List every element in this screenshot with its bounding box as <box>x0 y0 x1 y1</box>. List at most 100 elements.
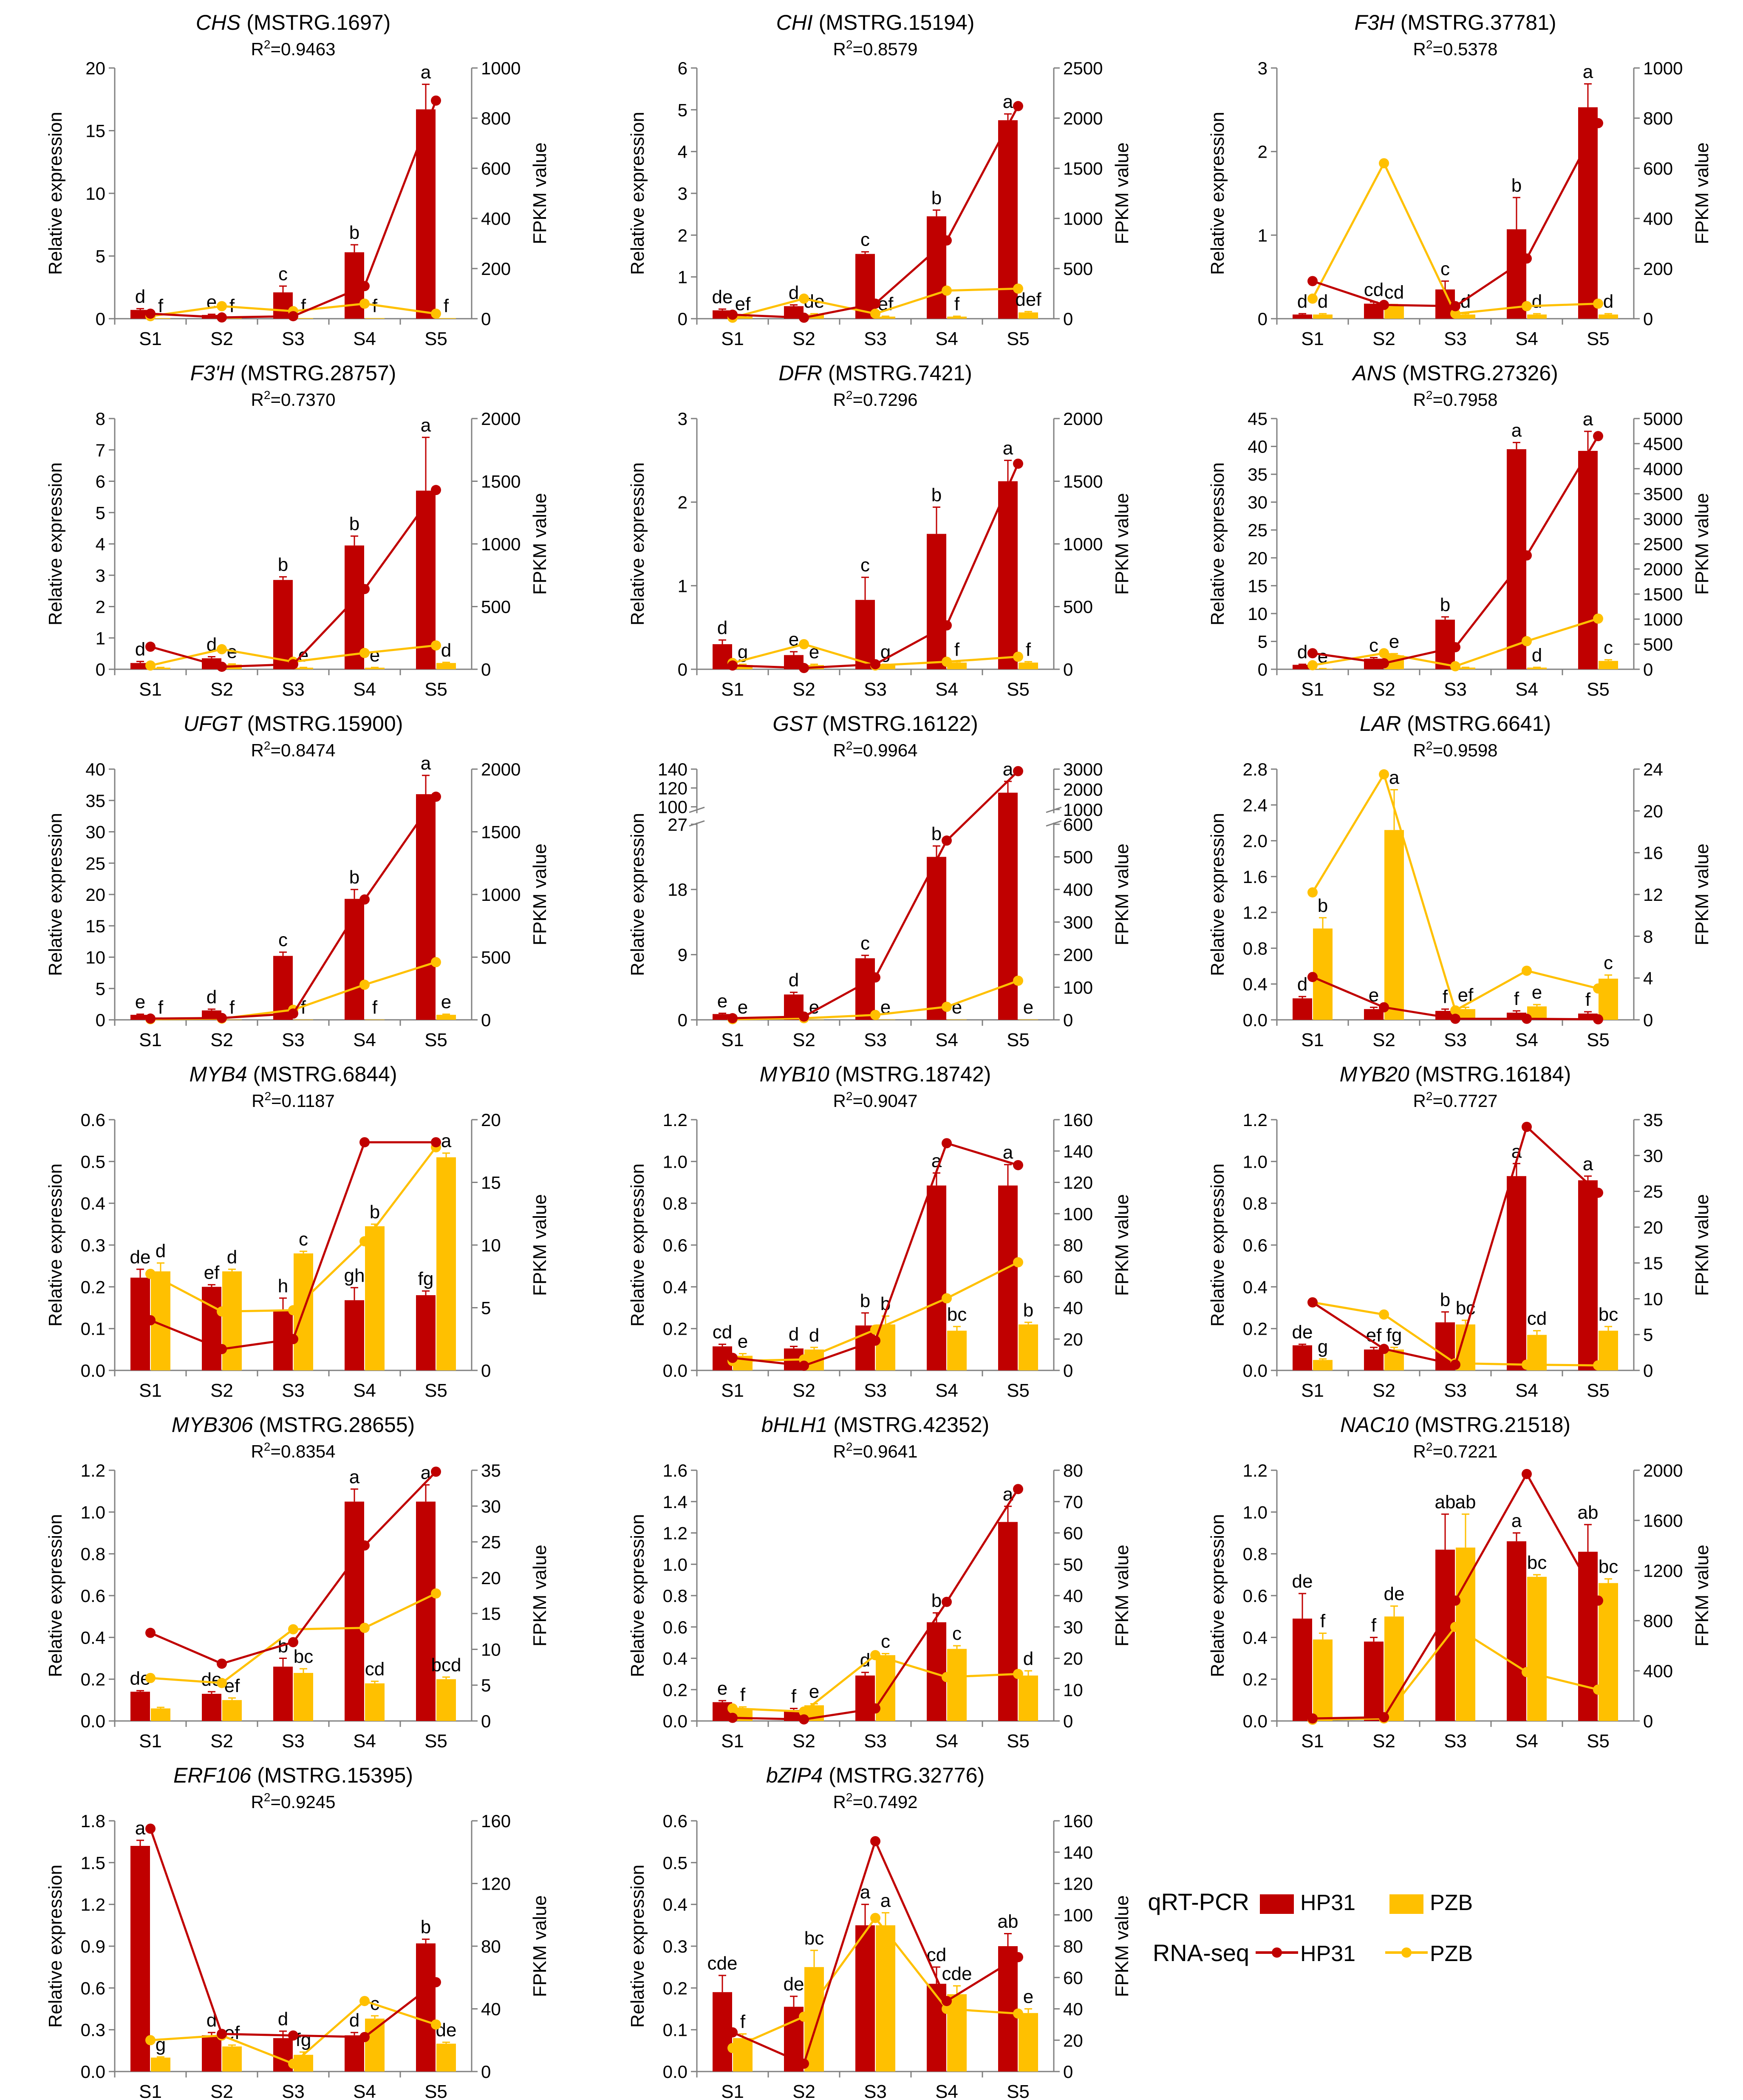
bar-pzb-s4 <box>365 1683 385 1721</box>
y-tick-label: 0.6 <box>1243 1586 1268 1606</box>
y-tick-label: 1.0 <box>1243 1152 1268 1172</box>
point-hp31-s3 <box>1450 301 1460 311</box>
y-tick-label: 0.8 <box>1243 1194 1268 1214</box>
point-pzb-s4 <box>1522 636 1532 646</box>
point-pzb-s5 <box>431 2019 441 2030</box>
x-tick-label: S3 <box>864 2081 887 2100</box>
bar-hp31-s5 <box>1578 451 1598 669</box>
significance-letter: a <box>421 62 431 82</box>
y-tick-label: 0.2 <box>1243 1670 1268 1690</box>
point-hp31-s3 <box>1450 642 1460 653</box>
significance-letter: ef <box>204 1262 220 1283</box>
bar-pzb-s4 <box>1527 1576 1547 1721</box>
y2-tick-label: 3500 <box>1643 484 1683 504</box>
panel-title: MYB20 (MSTRG.16184) <box>1340 1062 1571 1086</box>
point-pzb-s4 <box>1522 301 1532 311</box>
y2-tick-label: 0 <box>481 659 491 679</box>
significance-letter: f <box>791 1686 797 1707</box>
point-hp31-s4 <box>1522 1469 1532 1479</box>
y2-tick-label: 80 <box>1063 1235 1083 1255</box>
y-tick-label: 20 <box>85 58 105 78</box>
y-tick-label: 4 <box>96 534 105 554</box>
bar-hp31-s3 <box>1435 1549 1455 1721</box>
point-pzb-s4 <box>359 298 370 309</box>
point-hp31-s1 <box>1307 972 1318 982</box>
y-tick-label: 0.8 <box>663 1586 688 1606</box>
point-pzb-s5 <box>1013 283 1023 294</box>
y-tick-label: 0.8 <box>81 1544 105 1564</box>
x-tick-label: S1 <box>721 679 744 700</box>
significance-letter: b <box>370 1202 380 1223</box>
bar-pzb-s4 <box>947 1019 967 1020</box>
y-tick-label: 0.5 <box>663 1853 688 1873</box>
significance-letter: f <box>444 296 449 317</box>
r-squared: R2=0.8579 <box>833 38 918 59</box>
significance-letter: c <box>860 555 870 576</box>
significance-letter: a <box>1003 91 1013 112</box>
y-tick-label: 5 <box>96 246 105 266</box>
significance-letter: f <box>229 997 235 1018</box>
y2-tick-label: 1000 <box>1063 800 1103 820</box>
point-pzb-s5 <box>1013 651 1023 662</box>
y-tick-label: 4 <box>678 142 688 162</box>
y2-tick-label: 10 <box>1643 1289 1663 1309</box>
y-axis-label: Relative expression <box>45 112 66 275</box>
y2-tick-label: 0 <box>481 1010 491 1030</box>
panel-gst: GST (MSTRG.16122) R2=0.9964 Relative expre… <box>627 712 1132 1050</box>
point-pzb-s5 <box>431 308 441 319</box>
y-tick-label: 1.5 <box>81 1853 105 1873</box>
significance-letter: b <box>931 1591 942 1611</box>
significance-letter: b <box>1440 1289 1450 1310</box>
significance-letter: cde <box>942 1963 972 1984</box>
gene-id: (MSTRG.42352) <box>827 1413 989 1437</box>
point-hp31-s1 <box>727 1353 738 1363</box>
significance-letter: ab <box>998 1911 1019 1932</box>
y-tick-label: 1.2 <box>1243 1460 1268 1480</box>
significance-letter: a <box>1511 420 1522 441</box>
significance-letter: d <box>1603 291 1613 312</box>
y-axis-label: Relative expression <box>627 462 648 625</box>
point-hp31-s2 <box>217 1344 227 1354</box>
r-squared: R2=0.7958 <box>1413 388 1498 410</box>
bar-hp31-s3 <box>855 1925 875 2072</box>
x-tick-label: S1 <box>721 1731 744 1752</box>
significance-letter: de <box>130 1247 151 1268</box>
y-tick-label: 45 <box>1248 409 1268 429</box>
y-tick-label: 0.3 <box>663 1936 688 1956</box>
x-tick-label: S3 <box>1444 328 1467 349</box>
y-tick-label: 1.2 <box>663 1110 688 1130</box>
bar-pzb-s3 <box>294 1019 313 1020</box>
gene-id: (MSTRG.16184) <box>1409 1062 1571 1086</box>
y-tick-label: 10 <box>85 948 105 968</box>
x-tick-label: S5 <box>424 2081 447 2100</box>
point-hp31-s2 <box>799 663 809 674</box>
y2-tick-label: 160 <box>1063 1110 1093 1130</box>
point-pzb-s3 <box>288 2058 298 2069</box>
y-tick-label: 0.1 <box>81 1319 105 1339</box>
point-pzb-s2 <box>799 2011 809 2022</box>
significance-letter: d <box>156 1240 166 1261</box>
y2-tick-label: 400 <box>481 209 511 229</box>
x-tick-label: S2 <box>210 2081 233 2100</box>
y2-axis-label: FPKM value <box>529 1545 550 1647</box>
bar-pzb-s4 <box>947 1649 967 1721</box>
gene-id: (MSTRG.15395) <box>251 1763 413 1787</box>
y2-tick-label: 4500 <box>1643 434 1683 454</box>
x-tick-label: S2 <box>792 1731 815 1752</box>
x-tick-label: S2 <box>792 328 815 349</box>
significance-letter: b <box>349 867 359 888</box>
significance-letter: bc <box>1527 1552 1547 1573</box>
significance-letter: d <box>1297 974 1307 995</box>
y2-tick-label: 120 <box>481 1874 511 1894</box>
x-tick-label: S1 <box>721 1030 744 1050</box>
y2-tick-label: 0 <box>1643 309 1653 329</box>
panel-title: MYB10 (MSTRG.18742) <box>760 1062 991 1086</box>
y-tick-label: 1.2 <box>663 1523 688 1543</box>
significance-letter: a <box>421 753 431 774</box>
significance-letter: a <box>1583 1154 1593 1175</box>
bar-pzb-s1 <box>151 2058 170 2072</box>
x-tick-label: S3 <box>864 1731 887 1752</box>
point-pzb-s1 <box>727 2043 738 2053</box>
x-tick-label: S1 <box>1301 1731 1324 1752</box>
y2-tick-label: 2000 <box>1643 559 1683 579</box>
